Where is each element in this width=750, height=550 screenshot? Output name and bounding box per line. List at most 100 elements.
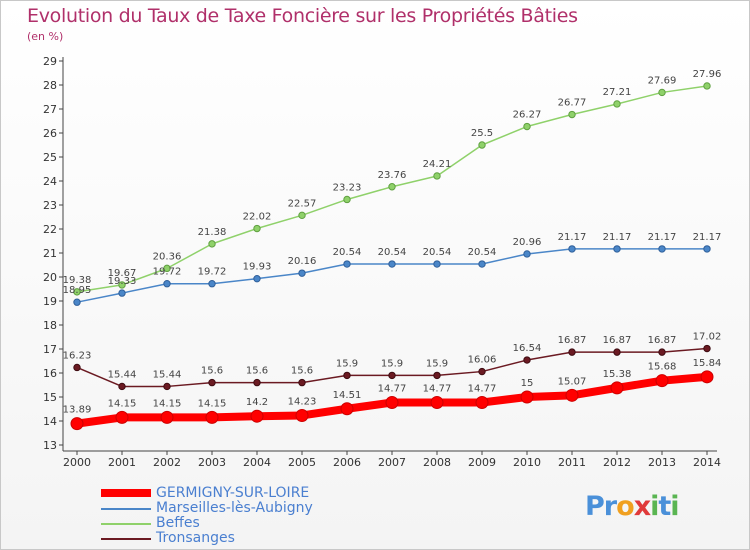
data-label-germigny: 14.23 bbox=[288, 396, 317, 407]
x-tick-label: 2006 bbox=[333, 456, 361, 469]
data-point-beffes bbox=[208, 240, 216, 248]
data-point-marseilles bbox=[478, 260, 486, 268]
data-point-tronsanges bbox=[658, 348, 666, 356]
data-label-germigny: 13.89 bbox=[63, 405, 92, 416]
y-tick-label: 14 bbox=[43, 415, 57, 428]
data-point-germigny bbox=[385, 396, 399, 410]
y-tick-label: 22 bbox=[43, 223, 57, 236]
data-point-beffes bbox=[703, 82, 711, 90]
data-label-germigny: 14.15 bbox=[198, 398, 227, 409]
data-point-tronsanges bbox=[478, 367, 486, 376]
data-point-marseilles bbox=[343, 260, 351, 268]
x-tick-label: 2008 bbox=[423, 456, 451, 469]
data-point-beffes bbox=[163, 264, 171, 273]
y-tick-label: 13 bbox=[43, 439, 57, 452]
data-point-tronsanges bbox=[163, 382, 171, 391]
logo-letter: r bbox=[603, 491, 617, 522]
data-point-marseilles bbox=[298, 269, 306, 277]
y-tick-label: 29 bbox=[43, 55, 57, 68]
data-point-tronsanges bbox=[523, 356, 531, 364]
axes: 13 14 15 16 17 18 19 20 21 22 23 24 25 26 27 28 29 2000 20… bbox=[43, 55, 721, 469]
y-tick-label: 18 bbox=[43, 319, 57, 332]
data-label-beffes: 27.69 bbox=[648, 75, 677, 86]
x-tick-label: 2002 bbox=[153, 456, 181, 469]
data-point-germigny bbox=[70, 417, 84, 431]
x-tick-label: 2013 bbox=[648, 456, 676, 469]
data-label-marseilles: 21.17 bbox=[603, 232, 632, 243]
data-point-beffes bbox=[613, 100, 621, 108]
data-label-marseilles: 21.17 bbox=[648, 232, 677, 243]
data-point-germigny bbox=[700, 370, 714, 384]
x-tick-label: 2003 bbox=[198, 456, 226, 469]
data-point-beffes bbox=[388, 183, 396, 191]
data-point-tronsanges bbox=[613, 348, 621, 356]
data-point-tronsanges bbox=[388, 371, 396, 380]
data-label-tronsanges: 16.87 bbox=[558, 335, 587, 346]
data-label-germigny: 15.38 bbox=[603, 369, 632, 380]
data-point-tronsanges bbox=[343, 371, 351, 380]
data-labels: 13.89 14.15 14.15 14.15 14.2 14.23 14.51 14.77 1… bbox=[63, 69, 722, 416]
data-label-tronsanges: 16.87 bbox=[648, 335, 677, 346]
x-tick-label: 2011 bbox=[558, 456, 586, 469]
data-point-marseilles bbox=[523, 250, 531, 258]
data-label-tronsanges: 16.54 bbox=[513, 343, 542, 354]
data-label-marseilles: 20.54 bbox=[423, 247, 452, 258]
data-point-tronsanges bbox=[253, 378, 261, 387]
data-label-marseilles: 21.17 bbox=[558, 232, 587, 243]
legend-swatch-tronsanges bbox=[101, 538, 151, 540]
data-label-beffes: 19.67 bbox=[108, 268, 137, 279]
data-point-beffes bbox=[433, 172, 441, 180]
data-point-beffes bbox=[73, 288, 81, 296]
data-point-marseilles bbox=[433, 260, 441, 268]
data-label-marseilles: 20.54 bbox=[333, 247, 362, 258]
data-point-beffes bbox=[343, 195, 351, 204]
data-point-beffes bbox=[478, 141, 486, 149]
y-tick-label: 20 bbox=[43, 271, 57, 284]
data-label-tronsanges: 16.06 bbox=[468, 355, 497, 366]
data-label-marseilles: 19.93 bbox=[243, 262, 272, 273]
data-label-germigny: 14.77 bbox=[378, 384, 407, 395]
data-label-tronsanges: 17.02 bbox=[693, 332, 722, 343]
x-tick-label: 2001 bbox=[108, 456, 136, 469]
data-label-germigny: 14.51 bbox=[333, 390, 362, 401]
legend-label-marseilles: Marseilles-lès-Aubigny bbox=[156, 500, 313, 516]
y-tick-label: 17 bbox=[43, 343, 57, 356]
data-label-marseilles: 21.17 bbox=[693, 232, 722, 243]
data-point-germigny bbox=[520, 390, 534, 404]
data-point-germigny bbox=[430, 396, 444, 410]
data-label-germigny: 14.15 bbox=[153, 398, 182, 409]
data-label-beffes: 24.21 bbox=[423, 159, 452, 170]
data-label-beffes: 25.5 bbox=[471, 128, 493, 139]
data-point-germigny bbox=[655, 374, 669, 388]
logo-letter: i bbox=[670, 491, 679, 522]
y-tick-label: 25 bbox=[43, 151, 57, 164]
data-label-tronsanges: 15.6 bbox=[246, 366, 268, 377]
x-tick-label: 2014 bbox=[693, 456, 721, 469]
x-tick-label: 2004 bbox=[243, 456, 271, 469]
data-label-germigny: 14.15 bbox=[108, 398, 137, 409]
data-point-marseilles bbox=[253, 274, 261, 283]
logo-letter: x bbox=[633, 491, 651, 522]
data-point-beffes bbox=[568, 110, 576, 119]
data-point-germigny bbox=[610, 381, 624, 395]
y-tick-label: 23 bbox=[43, 199, 57, 212]
logo-letter: P bbox=[585, 491, 605, 522]
chart-subtitle: (en %) bbox=[27, 30, 64, 43]
data-label-beffes: 21.38 bbox=[198, 227, 227, 238]
data-point-beffes bbox=[658, 88, 666, 97]
data-label-tronsanges: 15.9 bbox=[426, 358, 448, 369]
data-point-germigny bbox=[205, 410, 219, 424]
data-point-germigny bbox=[565, 388, 579, 402]
legend-swatch-germigny bbox=[101, 489, 151, 497]
data-label-beffes: 26.77 bbox=[558, 98, 587, 109]
data-point-tronsanges bbox=[298, 378, 306, 387]
data-label-beffes: 22.02 bbox=[243, 212, 272, 223]
data-label-germigny: 15.07 bbox=[558, 376, 587, 387]
data-point-marseilles bbox=[73, 298, 81, 306]
y-tick-label: 15 bbox=[43, 391, 57, 404]
line-chart: 13 14 15 16 17 18 19 20 21 22 23 24 25 26 27 28 29 2000 20… bbox=[43, 55, 722, 469]
y-tick-label: 28 bbox=[43, 79, 57, 92]
x-tick-label: 2007 bbox=[378, 456, 406, 469]
data-point-tronsanges bbox=[433, 371, 441, 380]
